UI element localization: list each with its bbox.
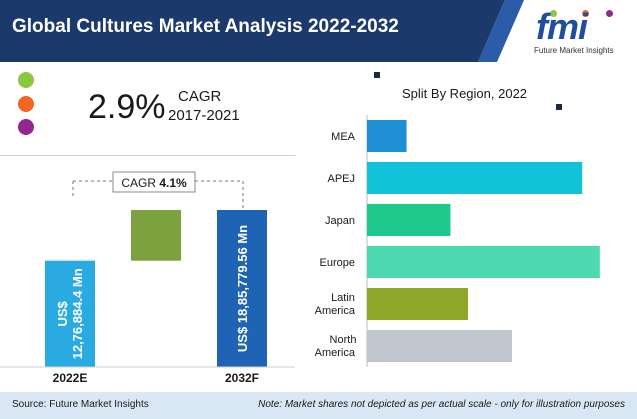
bar-value-line: US$ bbox=[55, 300, 70, 326]
header-bar: Global Cultures Market Analysis 2022-203… bbox=[0, 0, 637, 62]
region-bar bbox=[367, 288, 469, 320]
market-size-chart: CAGR 4.1% US$12,76,884.4 Mn 2022E US$ 18,8… bbox=[0, 171, 295, 385]
region-label-line: America bbox=[315, 305, 356, 317]
category-label: 2032F bbox=[225, 371, 259, 385]
footer-bar: Source: Future Market Insights Note: Mar… bbox=[0, 392, 637, 419]
region-label-line: Latin bbox=[331, 292, 355, 304]
logo-dot-purple bbox=[606, 10, 613, 17]
footer-note: Note: Market shares not depicted as per … bbox=[258, 399, 625, 410]
bar-2022e bbox=[45, 260, 95, 367]
logo-subtitle: Future Market Insights bbox=[534, 46, 614, 55]
region-bar bbox=[367, 162, 583, 194]
region-label-line: North bbox=[330, 334, 357, 346]
decor-square-top bbox=[374, 72, 380, 78]
market-bars: US$12,76,884.4 Mn 2022E US$ 18,85,779.56 M… bbox=[45, 210, 267, 385]
cagr-box bbox=[112, 171, 196, 193]
region-chart-title: Split By Region, 2022 bbox=[402, 86, 528, 101]
region-label-line: America bbox=[315, 347, 356, 359]
panel-divider bbox=[0, 155, 295, 156]
increment-bar bbox=[131, 210, 181, 261]
cagr-box-prefix: CAGR bbox=[121, 176, 159, 190]
page-title: Global Cultures Market Analysis 2022-203… bbox=[12, 16, 399, 37]
region-label: Latin America bbox=[315, 292, 356, 317]
header-band-shape bbox=[0, 0, 505, 62]
bar-2032f bbox=[217, 210, 267, 367]
header-band bbox=[0, 0, 524, 62]
cagr-box-label: CAGR 4.1% bbox=[121, 176, 187, 190]
bullet-purple bbox=[18, 119, 34, 135]
logo-dot-green bbox=[550, 10, 557, 17]
fmi-logo: fmi Future Market Insights bbox=[530, 4, 634, 60]
region-label: MEA bbox=[331, 131, 356, 143]
cagr-value: 2.9% bbox=[88, 88, 166, 126]
bullet-orange bbox=[18, 96, 34, 112]
region-bar bbox=[367, 120, 407, 152]
bar-value-label: US$12,76,884.4 Mn bbox=[55, 268, 85, 359]
region-label: APEJ bbox=[327, 173, 355, 185]
cagr-label: CAGR bbox=[178, 88, 222, 105]
header-band-accent bbox=[478, 0, 524, 62]
logo-text: fmi bbox=[536, 6, 588, 47]
region-bar bbox=[367, 246, 600, 278]
bar-value-label: US$ 18,85,779.56 Mn bbox=[235, 225, 250, 352]
region-bar bbox=[367, 204, 451, 236]
bullet-green bbox=[18, 72, 34, 88]
region-label: Europe bbox=[320, 257, 355, 269]
logo-dot-orange bbox=[582, 10, 589, 17]
decor-square-right bbox=[556, 104, 562, 110]
category-label: 2022E bbox=[53, 371, 88, 385]
region-label: Japan bbox=[325, 215, 355, 227]
cagr-box-value: 4.1% bbox=[159, 176, 187, 190]
region-bar bbox=[367, 330, 512, 362]
footer-source: Source: Future Market Insights bbox=[12, 399, 149, 410]
cagr-years: 2017-2021 bbox=[168, 107, 240, 124]
bar-value-line: 12,76,884.4 Mn bbox=[70, 268, 85, 359]
region-label: North America bbox=[315, 334, 357, 359]
